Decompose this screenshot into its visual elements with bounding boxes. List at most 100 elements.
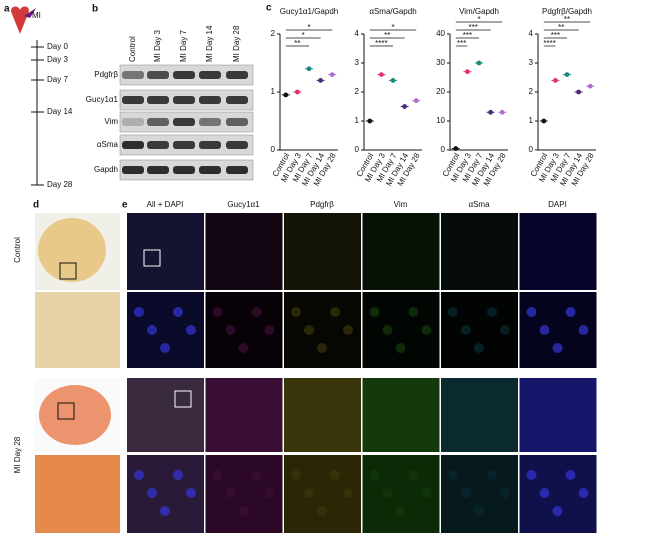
significance-label: **** <box>543 39 555 48</box>
significance-label: ** <box>558 23 564 32</box>
nucleus <box>134 307 144 317</box>
nucleus <box>487 470 497 480</box>
nucleus <box>343 488 353 498</box>
heart-icon <box>11 6 29 34</box>
y-tick-label: 1 <box>529 116 534 125</box>
blot-band <box>173 118 195 126</box>
nucleus <box>212 470 223 480</box>
nucleus <box>264 325 275 335</box>
dot <box>306 66 312 72</box>
protein-label: Gucy1α1 <box>86 95 119 104</box>
nucleus <box>134 470 144 480</box>
significance-label: *** <box>469 23 478 32</box>
blot-band <box>226 166 248 174</box>
blot-band <box>226 96 248 104</box>
fluorescence-image <box>284 213 361 290</box>
nucleus <box>395 506 406 516</box>
y-tick-label: 2 <box>271 29 276 38</box>
y-tick-label: 0 <box>441 145 446 154</box>
column-header: Gucy1α1 <box>227 200 260 209</box>
y-tick-label: 20 <box>436 87 445 96</box>
y-tick-label: 0 <box>529 145 534 154</box>
blot-band <box>199 71 221 79</box>
nucleus <box>330 307 340 317</box>
nucleus <box>421 325 432 335</box>
nucleus <box>330 470 340 480</box>
zoom-box <box>57 402 75 420</box>
protein-label: Vim <box>104 117 118 126</box>
y-tick-label: 3 <box>529 58 534 67</box>
chart-title: αSma/Gapdh <box>369 7 416 16</box>
nucleus <box>448 307 458 317</box>
histology-image <box>35 292 120 368</box>
nucleus <box>526 307 537 317</box>
nucleus <box>539 488 550 498</box>
nucleus <box>421 488 432 498</box>
nucleus <box>565 307 576 317</box>
nucleus <box>500 325 510 335</box>
panel-label: a <box>4 4 10 15</box>
dot <box>553 78 558 83</box>
nucleus <box>291 307 301 317</box>
fluorescence-image <box>362 378 440 452</box>
dot <box>465 69 470 75</box>
panel-label: b <box>92 4 98 15</box>
y-tick-label: 4 <box>355 29 360 38</box>
panel-label: e <box>122 200 128 211</box>
nucleus <box>238 506 249 516</box>
nucleus <box>487 307 497 317</box>
significance-label: *** <box>457 39 466 48</box>
nucleus <box>147 325 157 335</box>
dot <box>576 89 581 95</box>
column-header: αSma <box>468 200 490 209</box>
nucleus <box>539 325 550 335</box>
nucleus <box>552 506 563 516</box>
significance-label: *** <box>463 31 472 40</box>
blot-band <box>173 96 195 104</box>
nucleus <box>238 343 249 353</box>
blot-band <box>147 166 169 174</box>
infarct-mark <box>24 8 36 18</box>
y-tick-label: 0 <box>355 145 360 154</box>
lane-label: MI Day 7 <box>179 29 188 62</box>
nucleus <box>408 470 419 480</box>
dot <box>379 72 384 77</box>
y-tick-label: 1 <box>271 87 276 96</box>
nucleus <box>304 325 314 335</box>
blot-band <box>147 96 169 104</box>
blot-band <box>147 118 169 126</box>
nucleus <box>552 343 563 353</box>
y-tick-label: 1 <box>355 116 360 125</box>
nucleus <box>160 343 170 353</box>
blot-band <box>122 166 144 174</box>
chart-title: Gucy1α1/Gapdh <box>280 7 338 16</box>
protein-label: αSma <box>97 140 119 149</box>
nucleus <box>408 307 419 317</box>
zoom-box <box>59 262 77 280</box>
dot <box>453 146 459 151</box>
y-tick-label: 2 <box>355 87 360 96</box>
histology-images <box>35 213 597 533</box>
blot-band <box>226 141 248 149</box>
panel-label: c <box>266 3 272 14</box>
dot <box>413 98 419 104</box>
nucleus <box>343 325 353 335</box>
fluorescence-image <box>441 378 518 452</box>
day-label: Day 28 <box>47 180 73 189</box>
nucleus <box>474 343 484 353</box>
fluorescence-image <box>205 213 283 290</box>
dot <box>564 72 570 77</box>
nucleus <box>382 488 393 498</box>
lane-label: MI Day 28 <box>232 25 241 62</box>
nucleus <box>173 470 183 480</box>
row-label: MI Day 28 <box>13 436 22 473</box>
fluorescence-image <box>127 213 204 290</box>
nucleus <box>369 470 380 480</box>
nucleus <box>212 307 223 317</box>
dot <box>476 60 482 66</box>
chart-title: Vim/Gapdh <box>459 7 499 16</box>
fluorescence-image <box>362 213 440 290</box>
blot-band <box>122 118 144 126</box>
significance-label: ** <box>384 31 390 40</box>
